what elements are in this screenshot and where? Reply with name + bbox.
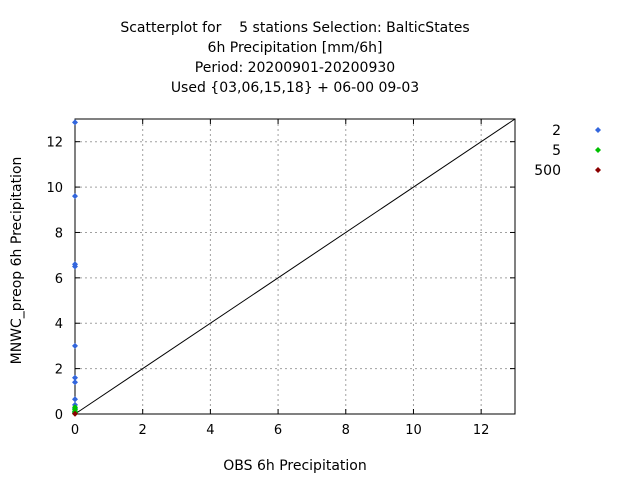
y-tick-label: 12 (46, 136, 63, 151)
legend: 2 5 500 (534, 123, 601, 179)
y-axis-ticks: 0 2 4 6 8 10 12 (46, 136, 515, 423)
y-tick-label: 10 (46, 181, 63, 196)
data-points (72, 119, 78, 417)
x-tick-label: 2 (139, 423, 147, 438)
legend-label-series-2: 2 (552, 123, 561, 139)
legend-label-series-500: 500 (534, 163, 561, 179)
y-tick-label: 8 (55, 226, 63, 241)
y-axis-label: MNWC_preop 6h Precipitation (9, 157, 25, 365)
data-point-series-2 (72, 342, 78, 349)
x-tick-label: 6 (274, 423, 282, 438)
x-tick-label: 0 (71, 423, 79, 438)
legend-label-series-5: 5 (552, 143, 561, 159)
y-tick-label: 2 (55, 363, 63, 378)
chart-title-line-2: 6h Precipitation [mm/6h] (207, 40, 383, 56)
data-point-series-2 (72, 374, 78, 381)
diagonal-line (74, 118, 516, 415)
chart-title-line-3: Period: 20200901-20200930 (194, 60, 396, 76)
grid-lines (75, 119, 515, 414)
legend-marker-series-5 (595, 147, 601, 153)
x-tick-label: 10 (405, 423, 422, 438)
y-tick-label: 0 (55, 408, 63, 423)
x-tick-label: 8 (342, 423, 350, 438)
chart-title-line-4: Used {03,06,15,18} + 06-00 09-03 (170, 80, 420, 96)
y-tick-label: 4 (55, 317, 63, 332)
y-tick-label: 6 (55, 272, 63, 287)
x-axis-label: OBS 6h Precipitation (223, 458, 366, 474)
legend-marker-series-2 (595, 127, 601, 133)
data-point-series-2 (72, 119, 78, 126)
x-tick-label: 4 (206, 423, 214, 438)
x-axis-ticks: 0 2 4 6 8 10 12 (71, 119, 490, 438)
x-tick-label: 12 (473, 423, 490, 438)
data-point-series-2 (72, 396, 78, 403)
legend-marker-series-500 (595, 167, 601, 173)
data-point-series-2 (72, 379, 78, 386)
chart-title-line-1: Scatterplot for 5 stations Selection: Ba… (120, 20, 470, 36)
data-point-series-2 (72, 193, 78, 200)
data-point-series-500 (72, 410, 78, 417)
data-point-series-2 (72, 263, 78, 270)
